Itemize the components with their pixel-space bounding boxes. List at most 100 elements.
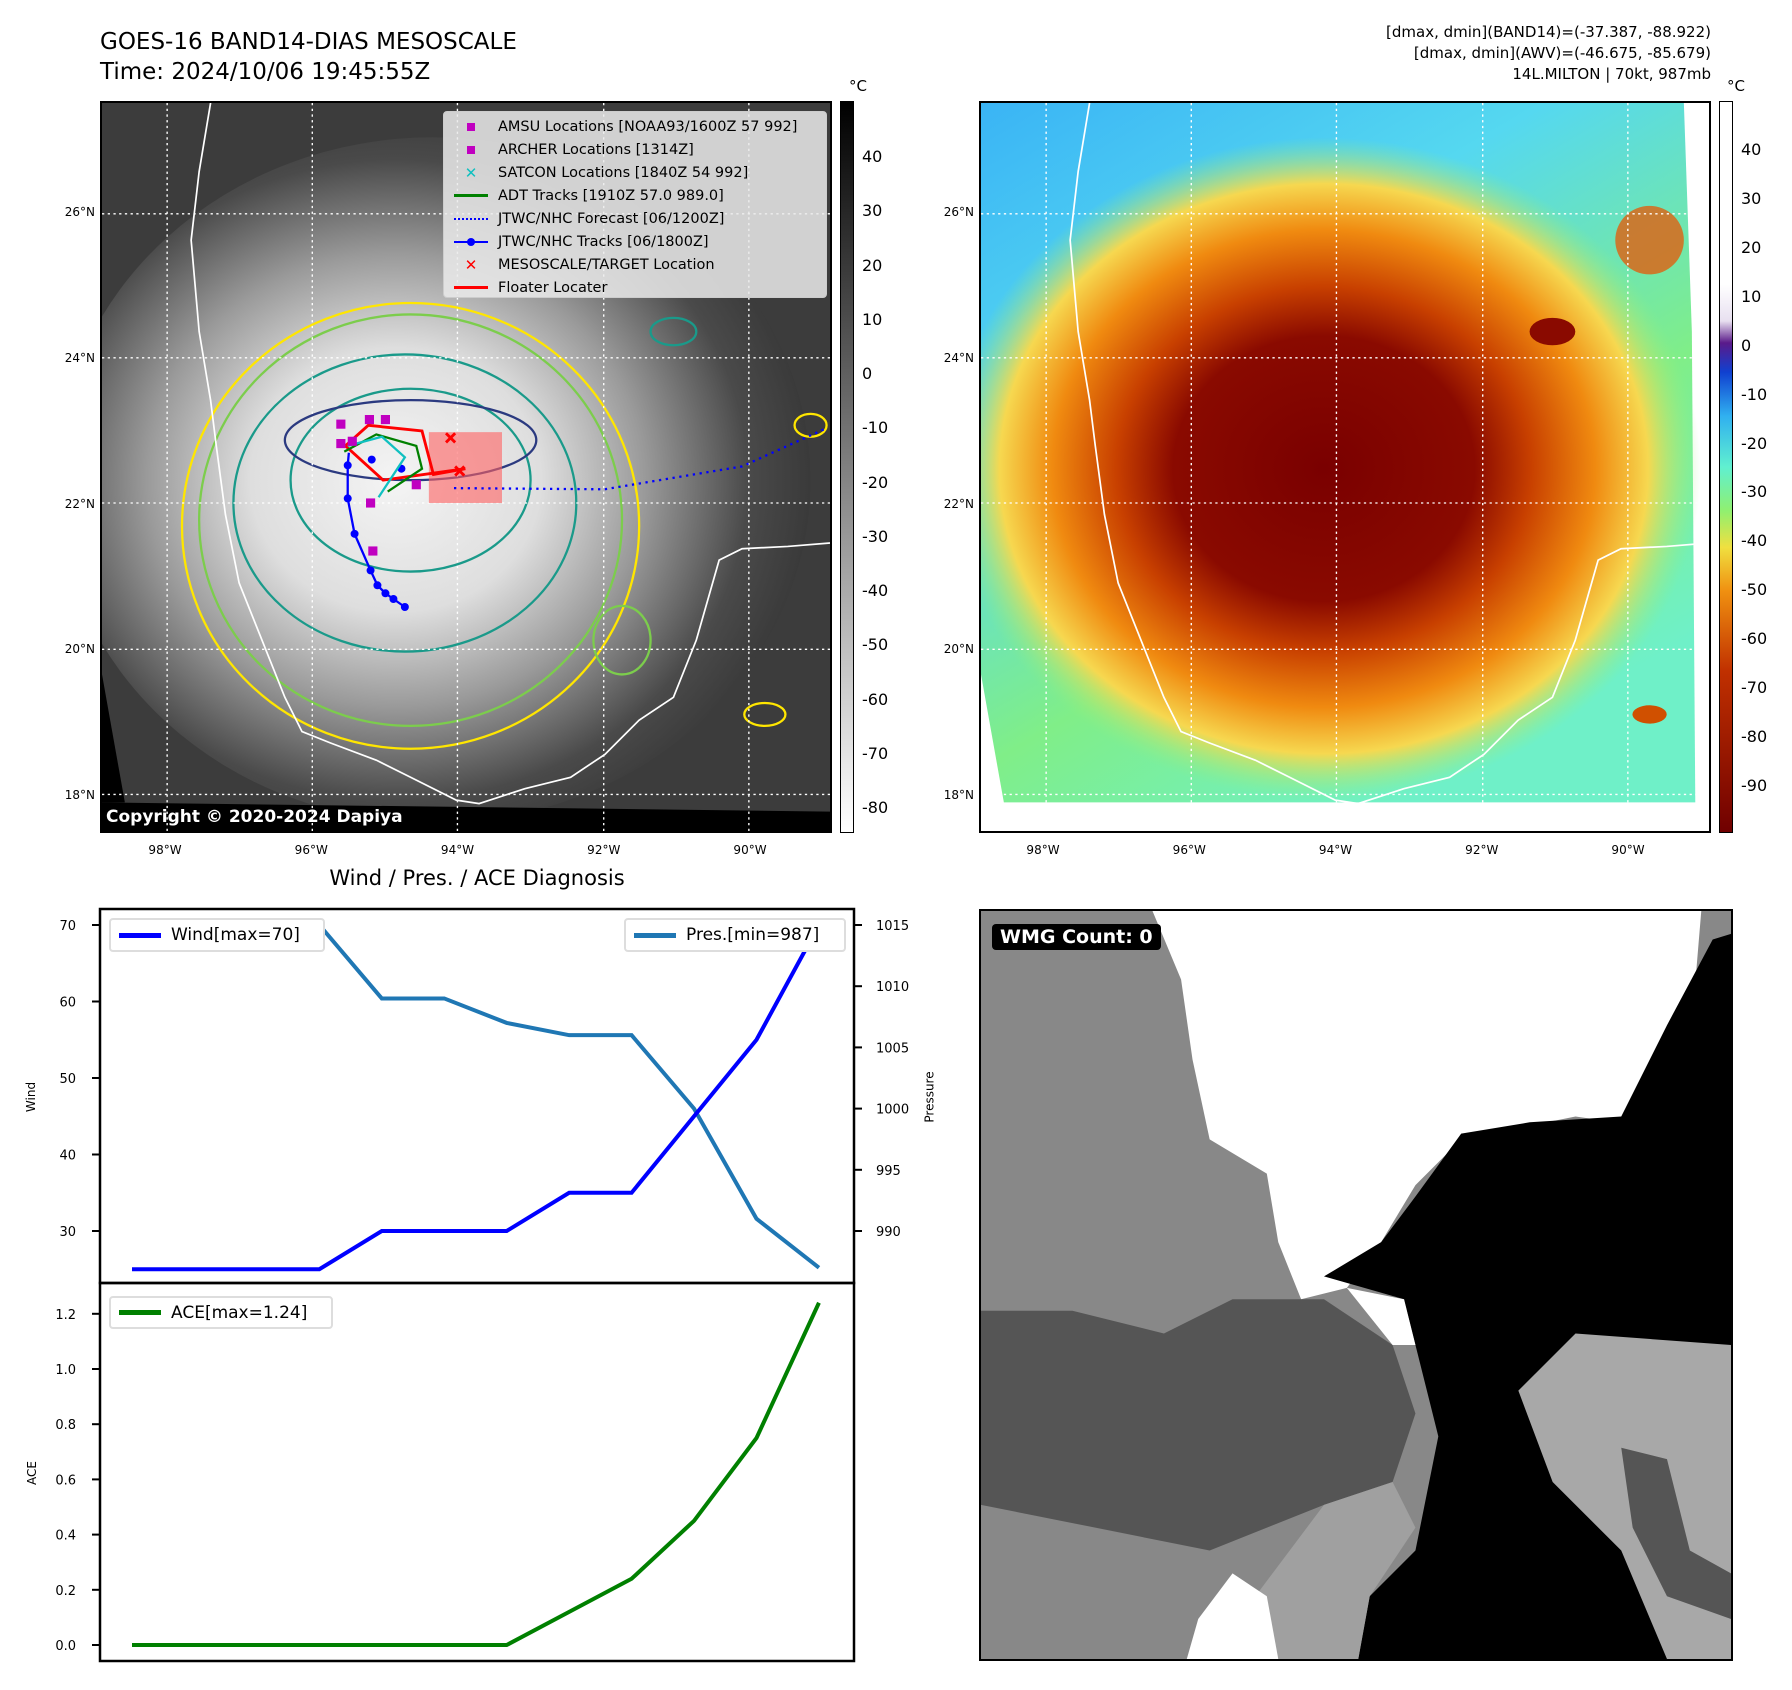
latitude-label: 24°N <box>64 350 95 365</box>
pressure-series-line <box>132 923 821 1270</box>
map-legend: AMSU Locations [NOAA93/1600Z 57 992] ARCH… <box>443 111 827 298</box>
colorbar-tick-label: -50 <box>862 635 889 655</box>
floater-track <box>344 423 466 482</box>
wind-pressure-axes <box>98 907 856 1285</box>
legend-item: Floater Locater <box>444 276 826 299</box>
latitude-label: 18°N <box>64 788 95 802</box>
longitude-label: 96°W <box>294 843 328 857</box>
longitude-label: 96°W <box>1172 843 1206 857</box>
wind-axis-label: Wind <box>24 1081 39 1113</box>
wind-tick-label: 40 <box>59 1149 76 1164</box>
figure-title: GOES-16 BAND14-DIAS MESOSCALE <box>100 29 517 55</box>
pressure-tick-label: 1005 <box>876 1041 909 1056</box>
pressure-tick-label: 1000 <box>876 1103 909 1118</box>
wmg-count-badge: WMG Count: 0 <box>992 924 1161 950</box>
colorbar-tick-label: -70 <box>862 743 889 763</box>
wind-tick-label: 50 <box>59 1072 76 1087</box>
ir-colorbar <box>840 101 854 833</box>
pressure-tick-label: 1010 <box>876 980 909 995</box>
pressure-legend-line <box>634 932 676 938</box>
wind-legend-line <box>119 932 161 938</box>
wmg-image <box>981 911 1731 1659</box>
wind-series-line <box>132 924 821 1272</box>
ace-tick-label: 1.2 <box>55 1308 76 1323</box>
longitude-label: 98°W <box>1026 843 1060 857</box>
storm-info: 14L.MILTON | 70kt, 987mb <box>1512 65 1711 83</box>
latitude-label: 24°N <box>943 350 974 365</box>
colorbar-tick-label: 30 <box>1741 188 1762 208</box>
colorbar-tick-label: -80 <box>862 798 889 817</box>
colorbar-tick-label: 20 <box>1741 237 1762 257</box>
colorbar-tick-label: -30 <box>862 526 889 546</box>
copyright-label: Copyright © 2020-2024 Dapiya <box>106 807 403 827</box>
enhanced-map-panel <box>979 101 1711 833</box>
wind-tick-label: 60 <box>59 996 76 1011</box>
legend-label: MESOSCALE/TARGET Location <box>498 256 715 273</box>
colorbar-tick-label: -80 <box>1741 727 1768 747</box>
colorbar-tick-label: -90 <box>1741 775 1768 795</box>
latitude-label: 20°N <box>64 642 95 657</box>
legend-label: SATCON Locations [1840Z 54 992] <box>498 164 749 181</box>
colorbar-tick-label: -40 <box>1741 531 1768 551</box>
latitude-label: 18°N <box>943 788 974 802</box>
line-marker-icon <box>444 286 498 289</box>
square-marker-icon <box>444 122 498 131</box>
legend-item: AMSU Locations [NOAA93/1600Z 57 992] <box>444 115 826 138</box>
ace-series-line <box>132 1301 821 1647</box>
colorbar-tick-label: 20 <box>862 255 883 275</box>
ace-axes <box>98 1281 856 1663</box>
colorbar-tick-label: -30 <box>1741 482 1768 502</box>
colorbar-tick-label: 0 <box>1741 335 1752 355</box>
pressure-axis-label: Pressure <box>922 1071 937 1123</box>
awv-stats: [dmax, dmin](AWV)=(-46.675, -85.679) <box>1413 44 1711 62</box>
colorbar-tick-label: -20 <box>1741 433 1768 453</box>
mesoscale-target-box <box>428 432 502 503</box>
x-marker-icon: ✕ <box>464 163 478 182</box>
ace-tick-label: 0.4 <box>55 1529 76 1544</box>
wind-legend: Wind[max=70] <box>109 918 325 952</box>
legend-item: ARCHER Locations [1314Z] <box>444 138 826 161</box>
colorbar1-unit: °C <box>849 77 867 95</box>
pressure-tick-label: 990 <box>876 1225 901 1240</box>
colorbar-tick-label: -20 <box>862 472 889 492</box>
ace-tick-label: 0.0 <box>55 1639 76 1654</box>
latitude-label: 20°N <box>943 642 974 657</box>
x-marker-icon: ✕ <box>464 255 478 274</box>
colorbar-tick-label: 30 <box>862 201 883 221</box>
ace-legend-label: ACE[max=1.24] <box>171 1302 308 1323</box>
legend-label: JTWC/NHC Tracks [06/1800Z] <box>498 233 709 250</box>
ace-tick-label: 0.8 <box>55 1418 76 1433</box>
stats-header: [dmax, dmin](BAND14)=(-37.387, -88.922) … <box>1386 22 1711 85</box>
longitude-label: 90°W <box>1611 843 1645 857</box>
longitude-label: 90°W <box>733 843 767 857</box>
wind-tick-label: 30 <box>59 1225 76 1240</box>
pressure-tick-label: 995 <box>876 1164 901 1179</box>
longitude-label: 94°W <box>440 843 475 857</box>
colorbar-tick-label: -60 <box>1741 629 1768 649</box>
colorbar-tick-label: 40 <box>1741 140 1762 159</box>
ace-legend-line <box>119 1310 161 1315</box>
latitude-label: 26°N <box>64 205 95 219</box>
colorbar-tick-label: 0 <box>862 364 873 383</box>
colorbar-tick-label: 10 <box>1741 286 1762 306</box>
legend-label: JTWC/NHC Forecast [06/1200Z] <box>498 210 725 227</box>
colorbar-tick-label: -10 <box>1741 384 1768 404</box>
latitude-label: 22°N <box>64 496 95 511</box>
longitude-label: 98°W <box>148 843 182 857</box>
enhanced-map-image <box>981 103 1709 831</box>
band14-stats: [dmax, dmin](BAND14)=(-37.387, -88.922) <box>1386 23 1711 41</box>
legend-label: ARCHER Locations [1314Z] <box>498 141 694 158</box>
figure-time: Time: 2024/10/06 19:45:55Z <box>100 59 431 85</box>
ace-tick-label: 1.0 <box>55 1363 76 1378</box>
wind-tick-label: 70 <box>59 919 76 934</box>
legend-label: ADT Tracks [1910Z 57.0 989.0] <box>498 187 724 204</box>
chart-title: Wind / Pres. / ACE Diagnosis <box>329 866 625 890</box>
line-marker-icon <box>444 194 498 197</box>
legend-item: ADT Tracks [1910Z 57.0 989.0] <box>444 184 826 207</box>
colorbar-tick-label: -40 <box>862 581 889 600</box>
colorbar-tick-label: 40 <box>862 147 883 166</box>
legend-label: AMSU Locations [NOAA93/1600Z 57 992] <box>498 118 798 135</box>
pressure-legend-label: Pres.[min=987] <box>686 925 820 945</box>
latitude-label: 26°N <box>943 205 974 219</box>
line-dot-marker-icon <box>444 237 498 246</box>
